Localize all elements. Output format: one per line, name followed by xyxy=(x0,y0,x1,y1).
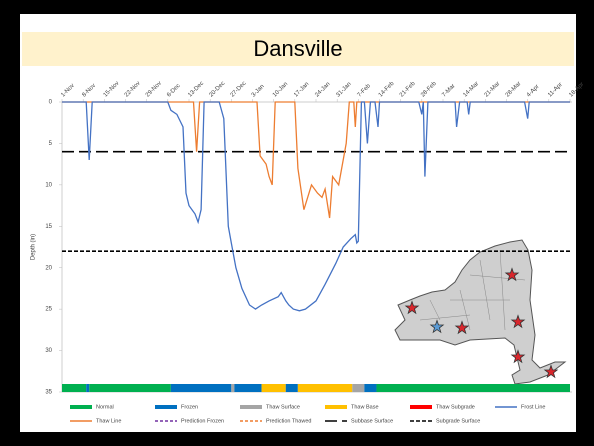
y-tick-label: 15 xyxy=(45,224,52,230)
title-band xyxy=(22,32,574,66)
y-tick-label: 30 xyxy=(45,348,52,354)
state-map xyxy=(394,239,567,385)
legend-swatch xyxy=(410,405,432,409)
status-segment xyxy=(234,384,262,392)
y-tick-label: 5 xyxy=(49,141,53,147)
series-line xyxy=(62,101,570,219)
site-star xyxy=(510,314,526,329)
site-star xyxy=(510,349,526,364)
legend-label: Frozen xyxy=(181,404,198,410)
site-star xyxy=(543,364,559,379)
legend-label: Thaw Subgrade xyxy=(436,404,475,410)
site-star xyxy=(429,319,445,334)
legend-label: Thaw Base xyxy=(351,404,379,410)
status-segment xyxy=(231,384,235,392)
legend-swatch xyxy=(70,405,92,409)
status-segment xyxy=(86,384,90,392)
y-axis-label: Depth (in) xyxy=(31,234,37,260)
legend-swatch xyxy=(325,405,347,409)
legend-label: Thaw Line xyxy=(96,418,121,424)
status-segment xyxy=(285,384,298,392)
y-tick-label: 25 xyxy=(45,307,52,313)
y-tick-label: 0 xyxy=(49,100,53,106)
y-tick-label: 20 xyxy=(45,265,52,271)
legend-label: Normal xyxy=(96,404,114,410)
status-segment xyxy=(170,384,232,392)
legend-label: Prediction Frozen xyxy=(181,418,224,424)
status-segment xyxy=(261,384,286,392)
status-segment xyxy=(364,384,377,392)
y-tick-label: 10 xyxy=(45,182,52,188)
site-markers xyxy=(404,267,559,379)
legend-label: Subgrade Surface xyxy=(436,418,480,424)
status-segment xyxy=(297,384,353,392)
site-star xyxy=(454,320,470,335)
status-segment xyxy=(376,384,570,392)
site-star xyxy=(504,267,520,282)
legend-label: Frost Line xyxy=(521,404,545,410)
legend-swatch xyxy=(155,405,177,409)
series-line xyxy=(62,101,570,312)
legend-label: Prediction Thawed xyxy=(266,418,311,424)
legend-label: Thaw Surface xyxy=(266,404,300,410)
legend-label: Subbase Surface xyxy=(351,418,393,424)
y-tick-label: 35 xyxy=(45,390,52,396)
panel xyxy=(20,14,576,432)
legend-swatch xyxy=(240,405,262,409)
status-segment xyxy=(62,384,87,392)
chart-title: Dansville xyxy=(253,36,342,61)
site-star xyxy=(404,300,420,315)
status-segment xyxy=(352,384,365,392)
status-segment xyxy=(89,384,171,392)
